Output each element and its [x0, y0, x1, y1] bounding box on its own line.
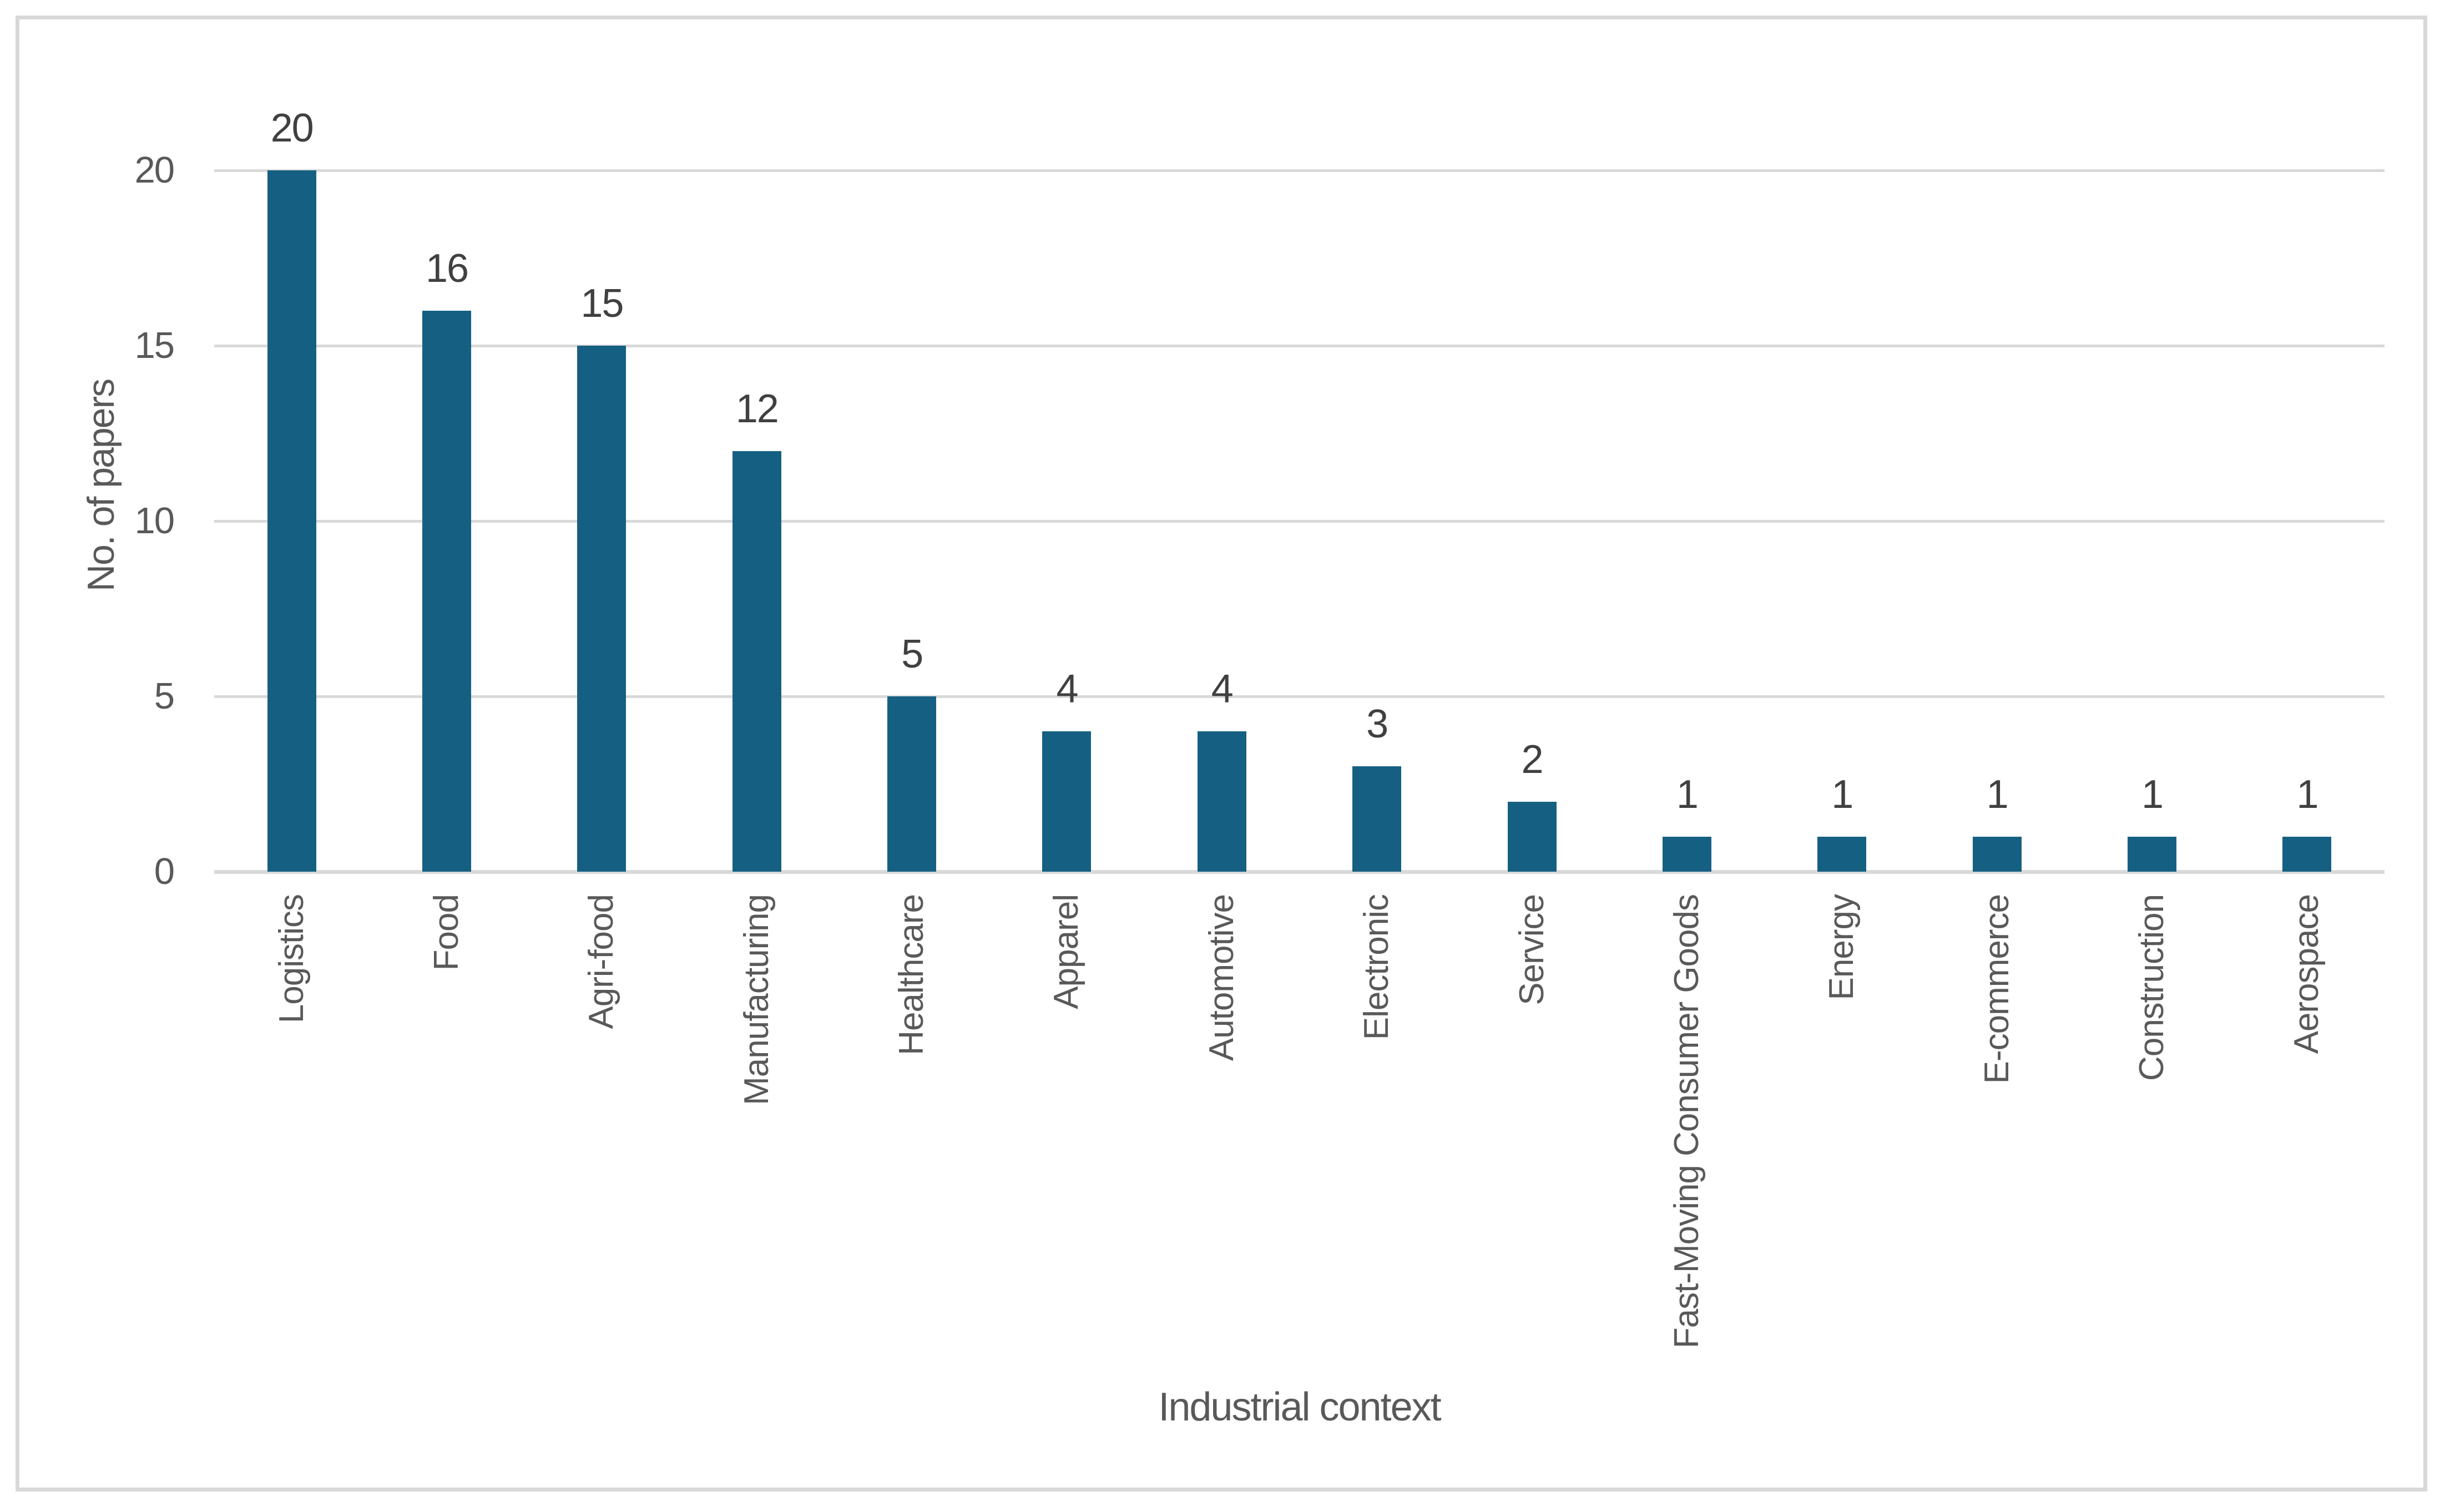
bar-slot: 1 [2230, 170, 2385, 872]
bar-service [1507, 801, 1557, 872]
value-label: 5 [901, 632, 923, 676]
value-label: 2 [1521, 737, 1544, 782]
category-label-apparel: Apparel [1047, 894, 1086, 1009]
category-label-manufacturing: Manufacturing [737, 894, 776, 1105]
value-label: 4 [1211, 667, 1234, 712]
bar-agri-food [577, 346, 627, 872]
category-label-logistics: Logistics [272, 894, 311, 1024]
value-label: 12 [735, 386, 779, 431]
bar-aerospace [2282, 836, 2332, 872]
category-label-construction: Construction [2132, 894, 2171, 1081]
bar-slot: 1 [2074, 170, 2229, 872]
value-label: 1 [1676, 772, 1699, 817]
bar-food [422, 310, 472, 872]
category-label-e-commerce: E-commerce [1977, 894, 2016, 1084]
gridline-20 [214, 169, 2385, 172]
x-label-cell: Healthcare [834, 894, 989, 1055]
x-label-cell: Energy [1765, 894, 1919, 1000]
x-label-cell: Automotive [1144, 894, 1299, 1061]
bar-apparel [1042, 731, 1092, 872]
bar-slot: 1 [1609, 170, 1764, 872]
value-label: 3 [1366, 702, 1388, 747]
x-label-cell: Food [369, 894, 524, 970]
value-label: 1 [2296, 772, 2318, 817]
bar-slot: 3 [1300, 170, 1454, 872]
category-label-automotive: Automotive [1202, 894, 1241, 1061]
x-label-cell: Aerospace [2230, 894, 2385, 1054]
x-axis-line [214, 870, 2385, 874]
x-axis-category-labels: Logistics Food Agri-food Manufacturing Healt… [214, 894, 2385, 1348]
x-label-cell: Construction [2074, 894, 2229, 1081]
plot-area: 20 16 15 12 5 4 4 3 2 1 1 1 1 1 [214, 108, 2385, 874]
gridline-10 [214, 520, 2385, 523]
x-axis-title: Industrial context [1158, 1385, 1441, 1429]
bar-healthcare [887, 696, 937, 872]
bar-e-commerce [1972, 836, 2022, 872]
value-label: 1 [1831, 772, 1853, 817]
category-label-aerospace: Aerospace [2287, 894, 2326, 1054]
x-label-cell: Manufacturing [679, 894, 834, 1105]
x-label-cell: Fast-Moving Consumer Goods [1609, 894, 1764, 1348]
bar-slot: 12 [679, 170, 834, 872]
y-tick-label-0: 0 [154, 851, 175, 892]
x-label-cell: Apparel [989, 894, 1144, 1009]
bar-slot: 4 [1144, 170, 1299, 872]
x-label-cell: Electronic [1300, 894, 1454, 1040]
value-label: 1 [2141, 772, 2164, 817]
value-label: 1 [1986, 772, 2009, 817]
category-label-food: Food [427, 894, 466, 971]
bar-automotive [1197, 731, 1246, 872]
value-label: 20 [270, 106, 314, 150]
bar-slot: 20 [214, 108, 369, 872]
category-label-energy: Energy [1822, 894, 1861, 1000]
category-label-fast-moving-consumer-goods: Fast-Moving Consumer Goods [1667, 894, 1706, 1349]
bar-construction [2127, 836, 2176, 872]
y-tick-label-20: 20 [134, 149, 175, 191]
bar-slot: 1 [1919, 170, 2074, 872]
category-label-service: Service [1512, 894, 1551, 1005]
gridline-15 [214, 345, 2385, 347]
bar-slot: 5 [834, 170, 989, 872]
bar-electronic [1352, 766, 1402, 872]
bar-slot: 1 [1765, 170, 1919, 872]
gridline-5 [214, 695, 2385, 698]
category-label-healthcare: Healthcare [892, 894, 931, 1055]
bar-logistics [267, 170, 316, 872]
bar-manufacturing [732, 451, 781, 872]
x-label-cell: Logistics [214, 894, 369, 1023]
bar-slot: 15 [524, 170, 679, 872]
x-label-cell: Service [1454, 894, 1609, 1005]
bar-slot: 4 [989, 170, 1144, 872]
bar-energy [1817, 836, 1867, 872]
category-label-agri-food: Agri-food [582, 894, 621, 1029]
y-tick-label-5: 5 [154, 675, 175, 717]
bar-slot: 2 [1454, 170, 1609, 872]
x-label-cell: E-commerce [1919, 894, 2074, 1084]
value-label: 15 [580, 281, 624, 326]
y-tick-label-15: 15 [134, 325, 175, 366]
x-label-cell: Agri-food [524, 894, 679, 1029]
bar-fast-moving-consumer-goods [1662, 836, 1711, 872]
bars-row: 20 16 15 12 5 4 4 3 2 1 1 1 1 1 [214, 108, 2385, 872]
y-axis-tick-labels: 0 5 10 15 20 [0, 151, 175, 891]
category-label-electronic: Electronic [1357, 894, 1396, 1040]
y-tick-label-10: 10 [134, 500, 175, 542]
value-label: 4 [1056, 667, 1078, 712]
value-label: 16 [425, 246, 469, 291]
bar-slot: 16 [369, 170, 524, 872]
